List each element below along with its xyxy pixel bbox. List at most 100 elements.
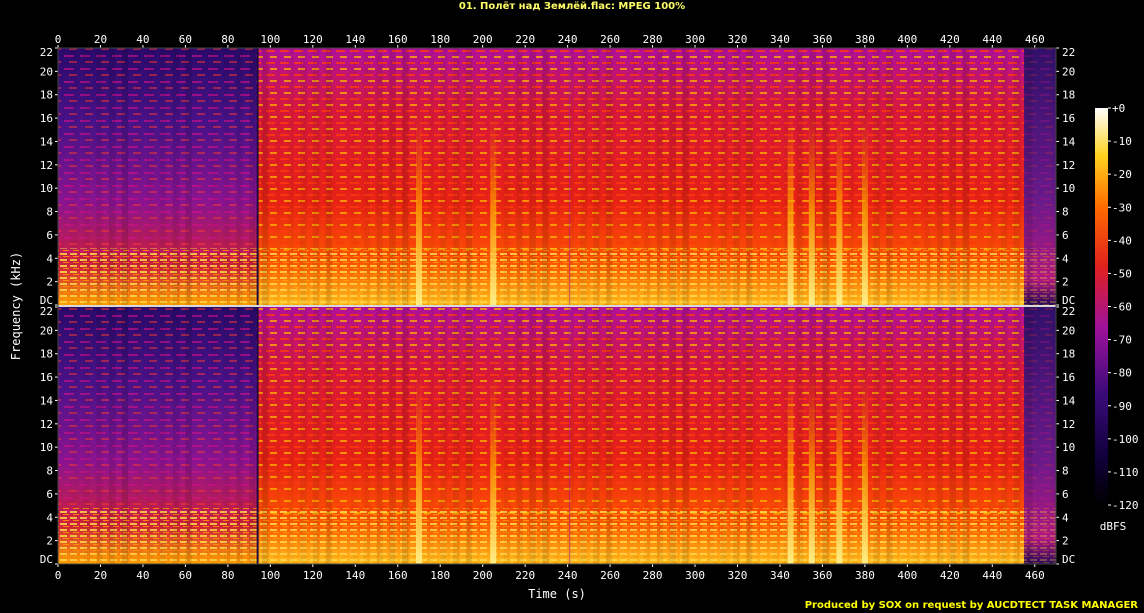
y-tick-label-right: 4	[1062, 252, 1069, 265]
column-texture	[300, 307, 307, 564]
bass-band	[1024, 507, 1056, 564]
column-texture	[912, 307, 918, 564]
colorbar-tick-label: -20	[1112, 168, 1132, 181]
transient-event	[490, 112, 497, 305]
y-tick-label-right: 6	[1062, 488, 1069, 501]
column-texture	[912, 48, 918, 305]
y-tick-label: 14	[40, 135, 54, 148]
x-tick-label-top: 240	[558, 33, 578, 46]
colorbar-tick-label: -80	[1112, 367, 1132, 380]
axes: 0 0 20 20 40 40 60 60 80 80 100 100 120 120 140 140 160 1…	[9, 33, 1076, 601]
x-tick-label: 220	[515, 569, 535, 582]
column-texture	[452, 307, 460, 564]
column-texture	[682, 48, 689, 305]
y-tick-label: 4	[46, 252, 53, 265]
y-tick-label-right: 16	[1062, 371, 1075, 384]
column-texture	[223, 307, 230, 564]
column-texture	[121, 307, 129, 564]
x-tick-label-top: 40	[136, 33, 149, 46]
x-tick-label-top: 280	[643, 33, 663, 46]
column-texture	[389, 48, 396, 305]
column-texture	[503, 48, 511, 305]
column-texture	[376, 48, 383, 305]
column-texture	[134, 48, 140, 305]
colorbar: +0 -10 -20 -30 -40 -50 -60 -70 -80 -90 -100 -110 -12…	[1095, 102, 1139, 533]
x-tick-label: 80	[221, 569, 234, 582]
y-tick-label-right: 6	[1062, 229, 1069, 242]
column-texture	[440, 307, 447, 564]
channel-divider	[58, 305, 1056, 307]
column-texture	[1013, 307, 1020, 564]
bass-band	[257, 507, 1025, 564]
column-texture	[937, 307, 944, 564]
spectrogram-panels	[58, 48, 1056, 564]
column-texture	[644, 48, 651, 305]
column-texture	[1013, 48, 1020, 305]
x-tick-label-top: 260	[600, 33, 620, 46]
y-tick-label: 8	[46, 465, 53, 478]
column-texture	[669, 48, 676, 305]
column-texture	[96, 307, 103, 564]
x-tick-label-top: 0	[55, 33, 62, 46]
y-tick-label: 12	[40, 159, 53, 172]
column-texture	[325, 307, 332, 564]
x-tick-label: 320	[728, 569, 748, 582]
column-texture	[83, 307, 90, 564]
y-tick-label-right: 22	[1062, 305, 1075, 318]
column-texture	[580, 48, 587, 305]
y-tick-label: 2	[46, 276, 53, 289]
transient-event	[861, 371, 868, 564]
column-texture	[236, 48, 243, 305]
page-title: 01. Полёт над Землёй.flac: MPEG 100%	[458, 1, 686, 12]
x-tick-label: 0	[55, 569, 62, 582]
harmonic-stripes	[58, 307, 258, 518]
harmonic-stripes	[257, 48, 1025, 259]
y-tick-label-right: 10	[1062, 182, 1075, 195]
column-texture	[848, 307, 854, 564]
column-texture	[1026, 48, 1033, 305]
colorbar-tick-label: -50	[1112, 267, 1132, 280]
column-texture	[440, 48, 447, 305]
y-tick-label-right: 8	[1062, 206, 1069, 219]
column-texture	[848, 48, 854, 305]
x-tick-label: 260	[600, 569, 620, 582]
column-texture	[249, 307, 256, 564]
y-tick-label: DC	[40, 553, 53, 566]
x-tick-label: 20	[94, 569, 107, 582]
column-texture	[516, 307, 524, 564]
transient-event	[836, 112, 843, 305]
y-tick-label-right: 8	[1062, 465, 1069, 478]
transient-event	[861, 112, 868, 305]
y-tick-label-right: 18	[1062, 89, 1075, 102]
column-texture	[695, 307, 701, 564]
y-tick-label-right: 16	[1062, 112, 1075, 125]
column-texture	[542, 307, 549, 564]
column-texture	[108, 48, 116, 305]
column-texture	[287, 307, 293, 564]
y-tick-label-right: 20	[1062, 324, 1075, 337]
column-texture	[108, 307, 116, 564]
column-texture	[147, 307, 153, 564]
transient-event	[415, 112, 422, 305]
x-tick-label: 160	[388, 569, 408, 582]
column-texture	[351, 48, 357, 305]
transient-event	[808, 371, 815, 564]
producer-note: Produced by SOX on request by AUCDTECT T…	[804, 600, 1138, 611]
column-texture	[949, 48, 957, 305]
x-tick-label: 40	[136, 569, 149, 582]
column-texture	[159, 48, 167, 305]
column-texture	[784, 48, 791, 305]
y-tick-label: 14	[40, 394, 54, 407]
column-texture	[529, 307, 536, 564]
column-texture	[427, 307, 433, 564]
colorbar-tick-label: -70	[1112, 334, 1132, 347]
x-tick-label-top: 160	[388, 33, 408, 46]
column-texture	[147, 48, 153, 305]
column-texture	[708, 48, 714, 305]
y-tick-label: 18	[40, 89, 53, 102]
column-texture	[605, 48, 613, 305]
y-tick-label: 10	[40, 182, 53, 195]
column-texture	[249, 48, 256, 305]
y-tick-label-right: 12	[1062, 159, 1075, 172]
x-tick-label: 140	[345, 569, 365, 582]
